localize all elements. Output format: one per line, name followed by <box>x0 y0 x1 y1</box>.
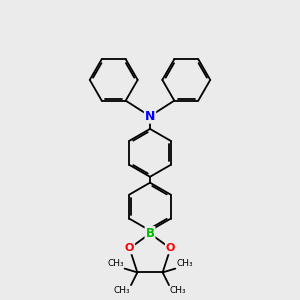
Text: CH₃: CH₃ <box>114 286 130 295</box>
Text: O: O <box>166 243 175 254</box>
Text: CH₃: CH₃ <box>107 259 124 268</box>
Text: CH₃: CH₃ <box>176 259 193 268</box>
Text: O: O <box>125 243 134 254</box>
Text: B: B <box>146 227 154 240</box>
Text: CH₃: CH₃ <box>169 286 186 295</box>
Text: N: N <box>145 110 155 123</box>
